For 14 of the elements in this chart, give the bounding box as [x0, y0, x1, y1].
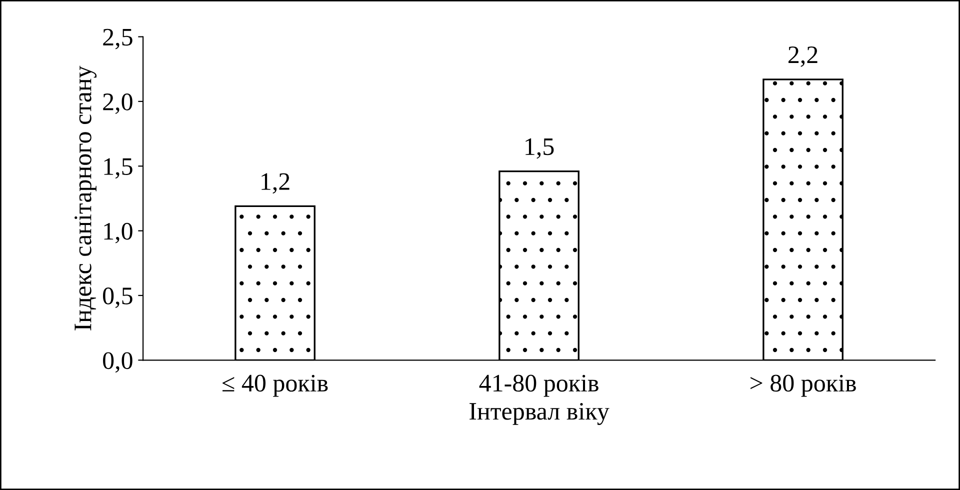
- x-tick-label: > 80 років: [750, 374, 856, 397]
- y-axis-title: Індекс санітарного стану: [74, 66, 97, 330]
- data-label: 1,5: [526, 138, 554, 159]
- y-tick-label: 2,0: [103, 93, 132, 114]
- y-tick-label: 0,0: [103, 352, 132, 373]
- x-axis-title: Інтервал віку: [470, 402, 610, 425]
- y-tick-label: 1,0: [104, 222, 132, 244]
- x-tick-label: ≤ 40 років: [222, 374, 328, 397]
- y-tick-label: 2,5: [103, 28, 132, 50]
- data-label: 1,2: [262, 173, 290, 194]
- data-label: 2,2: [788, 46, 818, 67]
- y-tick-label: 0,5: [103, 288, 132, 308]
- x-tick-label: 41-80 років: [479, 374, 598, 397]
- y-tick-label: 1,5: [104, 158, 132, 179]
